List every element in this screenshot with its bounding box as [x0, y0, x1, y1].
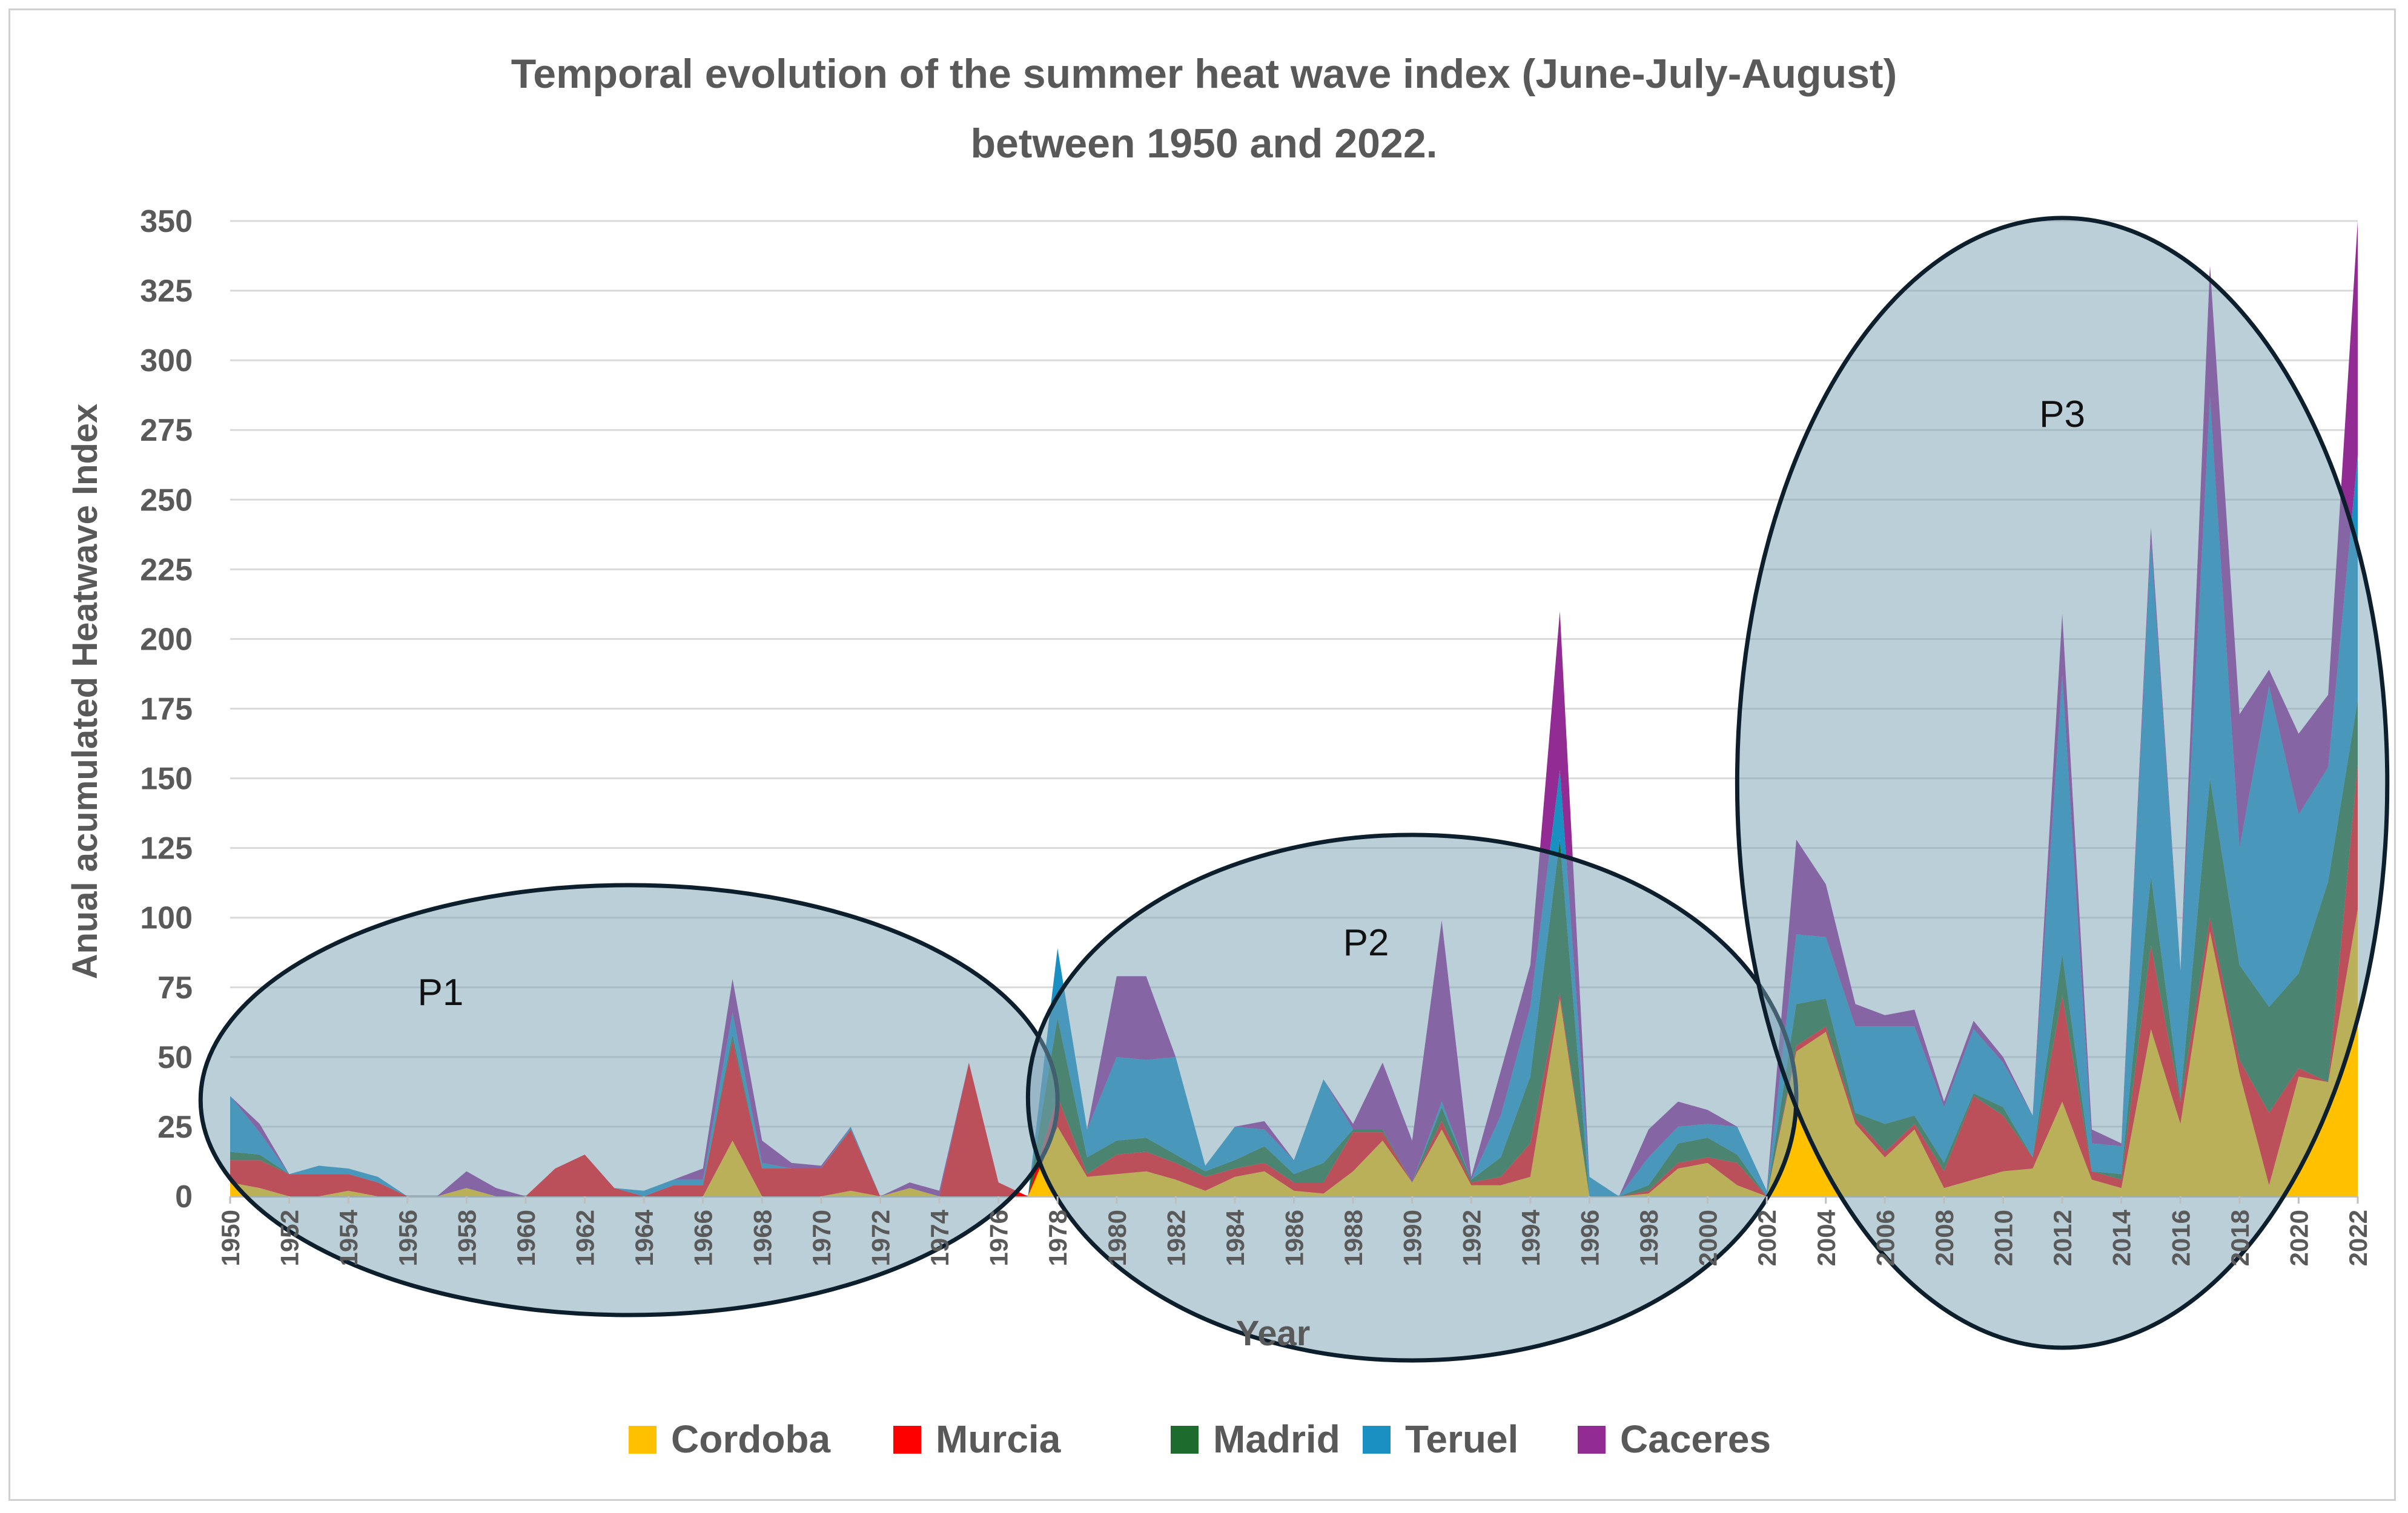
- chart-title-line-2: between 1950 and 2022.: [970, 120, 1437, 166]
- x-tick-label: 2012: [2048, 1210, 2077, 1266]
- x-tick-label: 1990: [1398, 1210, 1427, 1266]
- x-tick-label: 1956: [394, 1210, 422, 1266]
- legend-swatch-teruel: [1363, 1426, 1391, 1454]
- x-tick-label: 1958: [452, 1210, 481, 1266]
- legend-label-teruel: Teruel: [1405, 1417, 1518, 1461]
- legend-label-madrid: Madrid: [1213, 1417, 1340, 1461]
- x-tick-label: 1972: [866, 1210, 895, 1266]
- y-tick-label: 0: [175, 1179, 193, 1215]
- x-tick-label: 2022: [2344, 1210, 2372, 1266]
- period-ellipse-p2: [1025, 832, 1799, 1363]
- x-tick-label: 1974: [925, 1209, 954, 1266]
- x-tick-label: 1984: [1221, 1209, 1249, 1266]
- x-tick-label: 1960: [512, 1210, 540, 1266]
- legend-label-cordoba: Cordoba: [671, 1417, 831, 1461]
- y-tick-label: 200: [140, 622, 193, 657]
- x-axis-label: Year: [1236, 1314, 1311, 1353]
- chart-title: Temporal evolution of the summer heat wa…: [511, 51, 1897, 166]
- y-tick-label: 50: [157, 1040, 193, 1075]
- y-axis-label: Anual acumulated Heatwave Index: [65, 404, 105, 980]
- legend-swatch-caceres: [1578, 1426, 1606, 1454]
- x-tick-label: 1994: [1517, 1209, 1545, 1266]
- x-tick-label: 2004: [1812, 1209, 1841, 1266]
- y-tick-label: 125: [140, 831, 193, 866]
- legend: Cordoba Murcia Madrid Teruel Caceres: [629, 1417, 1771, 1461]
- x-tick-label: 2010: [1990, 1210, 2018, 1266]
- x-tick-label: 1970: [807, 1210, 836, 1266]
- period-ellipses: P1 P2 P3: [198, 216, 2390, 1363]
- x-tick-label: 1954: [334, 1209, 363, 1266]
- x-tick-label: 1988: [1339, 1210, 1368, 1266]
- x-tick-label: 1980: [1103, 1210, 1131, 1266]
- x-tick-label: 1996: [1575, 1210, 1604, 1266]
- period-ellipse-p3: [1735, 216, 2390, 1350]
- y-tick-label: 150: [140, 762, 193, 797]
- x-tick-label: 2014: [2108, 1209, 2136, 1266]
- x-tick-label: 2000: [1694, 1210, 1722, 1266]
- period-label-p1: P1: [417, 972, 463, 1014]
- x-tick-label: 1982: [1162, 1210, 1190, 1266]
- legend-label-caceres: Caceres: [1620, 1417, 1771, 1461]
- y-tick-label: 300: [140, 343, 193, 378]
- x-tick-label: 1966: [689, 1210, 718, 1266]
- x-tick-label: 1998: [1635, 1210, 1663, 1266]
- legend-swatch-murcia: [893, 1426, 921, 1454]
- x-tick-label: 2008: [1930, 1210, 1959, 1266]
- legend-label-murcia: Murcia: [936, 1417, 1061, 1461]
- x-tick-label: 1968: [748, 1210, 776, 1266]
- period-label-p2: P2: [1343, 922, 1389, 964]
- x-tick-label: 1952: [276, 1210, 304, 1266]
- y-tick-label: 25: [157, 1110, 193, 1145]
- y-tick-label: 75: [157, 971, 193, 1006]
- y-axis-ticks: 0 25 50 75 100 125 150 175 200 225 250 275 300 325 350: [140, 204, 193, 1215]
- x-tick-label: 2020: [2284, 1210, 2313, 1266]
- y-tick-label: 275: [140, 413, 193, 448]
- x-tick-label: 1962: [571, 1210, 600, 1266]
- y-tick-label: 225: [140, 552, 193, 587]
- x-tick-label: 2006: [1871, 1210, 1899, 1266]
- x-tick-label: 1950: [216, 1210, 245, 1266]
- y-tick-label: 325: [140, 274, 193, 309]
- x-tick-label: 1976: [985, 1210, 1013, 1266]
- x-tick-label: 2002: [1753, 1210, 1781, 1266]
- x-tick-label: 1964: [630, 1209, 658, 1266]
- x-tick-label: 1978: [1044, 1210, 1072, 1266]
- x-axis-ticks: 1950 1952 1954 1956 1958 1960 1962 1964 1966 1968…: [216, 1196, 2372, 1266]
- legend-swatch-madrid: [1171, 1426, 1199, 1454]
- x-tick-label: 1992: [1457, 1210, 1486, 1266]
- y-tick-label: 250: [140, 483, 193, 518]
- x-tick-label: 2018: [2226, 1210, 2254, 1266]
- period-label-p3: P3: [2039, 394, 2085, 435]
- x-tick-label: 2016: [2166, 1210, 2195, 1266]
- y-tick-label: 175: [140, 692, 193, 727]
- legend-swatch-cordoba: [629, 1426, 657, 1454]
- y-tick-label: 350: [140, 204, 193, 239]
- y-tick-label: 100: [140, 901, 193, 936]
- chart-title-line-1: Temporal evolution of the summer heat wa…: [511, 51, 1897, 97]
- x-tick-label: 1986: [1280, 1210, 1309, 1266]
